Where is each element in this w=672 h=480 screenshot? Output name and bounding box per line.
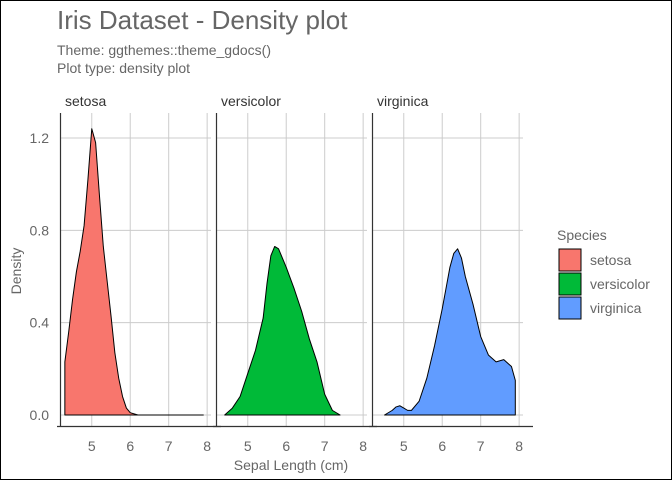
- legend-label-setosa: setosa: [590, 252, 631, 268]
- x-tick-label: 8: [203, 438, 211, 454]
- strip-label-versicolor: versicolor: [221, 93, 281, 109]
- legend: Species setosa versicolor virginica: [557, 227, 650, 320]
- y-tick-label: 0.4: [30, 315, 50, 331]
- y-tick-label: 0.8: [30, 222, 50, 238]
- x-tick-label: 7: [321, 438, 329, 454]
- chart-subtitle-line-1: Theme: ggthemes::theme_gdocs(): [57, 42, 271, 58]
- chart-subtitle-line-2: Plot type: density plot: [57, 60, 190, 76]
- x-tick-label: 5: [400, 438, 408, 454]
- x-tick-label: 5: [88, 438, 96, 454]
- x-tick-label: 6: [438, 438, 446, 454]
- legend-label-versicolor: versicolor: [590, 276, 650, 292]
- facet-panel-setosa: 5 6 7 8 setosa: [57, 93, 221, 454]
- density-area-virginica: [384, 248, 516, 416]
- x-axis-title: Sepal Length (cm): [234, 457, 348, 473]
- chart-title: Iris Dataset - Density plot: [57, 5, 348, 35]
- x-tick-label: 7: [165, 438, 173, 454]
- legend-label-virginica: virginica: [590, 300, 642, 316]
- legend-key-virginica: [558, 296, 582, 320]
- facet-panel-versicolor: 5 6 7 8 versicolor: [213, 93, 377, 454]
- x-tick-label: 6: [282, 438, 290, 454]
- legend-key-versicolor: [558, 272, 582, 296]
- x-tick-label: 8: [359, 438, 367, 454]
- strip-label-setosa: setosa: [65, 93, 106, 109]
- x-tick-label: 5: [244, 438, 252, 454]
- x-tick-label: 8: [515, 438, 523, 454]
- legend-key-setosa: [558, 248, 582, 272]
- strip-label-virginica: virginica: [377, 93, 429, 109]
- facet-panel-virginica: 5 6 7 8 virginica: [369, 93, 533, 454]
- density-area-versicolor: [224, 245, 341, 416]
- y-tick-label: 0.0: [30, 407, 50, 423]
- density-area-setosa: [64, 128, 204, 416]
- y-axis-title: Density: [8, 248, 24, 295]
- facet-panels: 5 6 7 8 setosa 5 6 7 8 versicolor 5 6 7 8 virginica: [57, 93, 533, 454]
- y-axis: 0.0 0.4 0.8 1.2: [30, 130, 50, 423]
- legend-title: Species: [557, 227, 607, 243]
- y-tick-label: 1.2: [30, 130, 50, 146]
- x-tick-label: 7: [477, 438, 485, 454]
- x-tick-label: 6: [126, 438, 134, 454]
